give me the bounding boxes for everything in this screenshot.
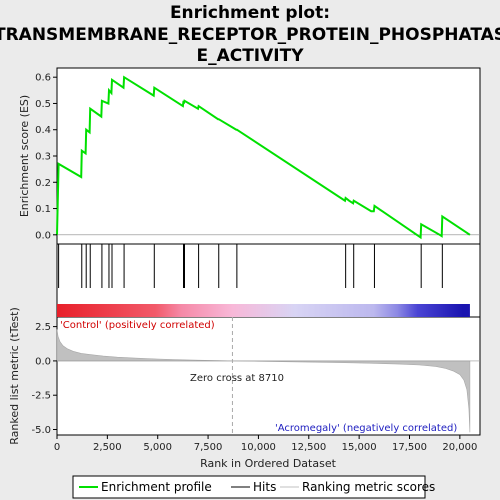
- es-y-tick-label: 0.3: [35, 152, 51, 163]
- metric-y-tick-label: 0.0: [35, 356, 51, 367]
- x-tick-label: 17,500: [392, 442, 427, 453]
- zero-cross-label: Zero cross at 8710: [190, 373, 284, 384]
- x-tick-label: 20,000: [442, 442, 477, 453]
- es-y-tick-label: 0.5: [35, 99, 51, 110]
- legend: Enrichment profile Hits Ranking metric s…: [72, 475, 435, 499]
- metric-y-axis-label: Ranked list metric (tTest): [8, 307, 21, 444]
- x-tick-label: 15,000: [342, 442, 377, 453]
- legend-metric-label: Ranking metric scores: [302, 480, 435, 494]
- x-tick-label: 0: [54, 442, 60, 453]
- rank-color-bar: [57, 304, 470, 317]
- plot-frame: [56, 67, 481, 436]
- x-tick-label: 12,500: [291, 442, 326, 453]
- es-y-tick-label: 0.2: [35, 178, 51, 189]
- x-axis-label: Rank in Ordered Dataset: [200, 457, 337, 470]
- axes: 0.0 0.1 0.2 0.3 0.4 0.5 0.6 2.5 0.0 -2.5 -5.00 2,50…: [31, 73, 477, 453]
- es-y-tick-label: 0.0: [35, 230, 51, 241]
- positive-correlation-label: 'Control' (positively correlated): [60, 320, 215, 331]
- chart-title-line-1: Enrichment plot:: [170, 3, 330, 23]
- x-tick-label: 10,000: [241, 442, 276, 453]
- metric-y-tick-label: -2.5: [31, 391, 51, 402]
- es-y-axis-label: Enrichment score (ES): [18, 95, 31, 217]
- x-tick-label: 5,000: [143, 442, 172, 453]
- metric-y-tick-label: 2.5: [35, 322, 51, 333]
- ranked-metric-panel: [56, 317, 480, 435]
- es-y-tick-label: 0.1: [35, 204, 51, 215]
- legend-hits-label: Hits: [253, 480, 276, 494]
- chart-title-line-2: TRANSMEMBRANE_RECEPTOR_PROTEIN_PHOSPHATA…: [0, 25, 500, 45]
- legend-enrichment-label: Enrichment profile: [101, 480, 212, 494]
- enrichment-profile-line: [56, 75, 471, 240]
- metric-y-tick-label: -5.0: [31, 425, 51, 436]
- negative-correlation-label: 'Acromegaly' (negatively correlated): [275, 423, 457, 434]
- hits-panel: [57, 244, 470, 317]
- es-y-tick-label: 0.6: [35, 73, 51, 84]
- chart-title-line-3: E_ACTIVITY: [196, 46, 304, 66]
- enrichment-score-panel: [56, 75, 480, 240]
- x-tick-label: 7,500: [194, 442, 223, 453]
- es-y-tick-label: 0.4: [35, 125, 51, 136]
- x-tick-label: 2,500: [93, 442, 122, 453]
